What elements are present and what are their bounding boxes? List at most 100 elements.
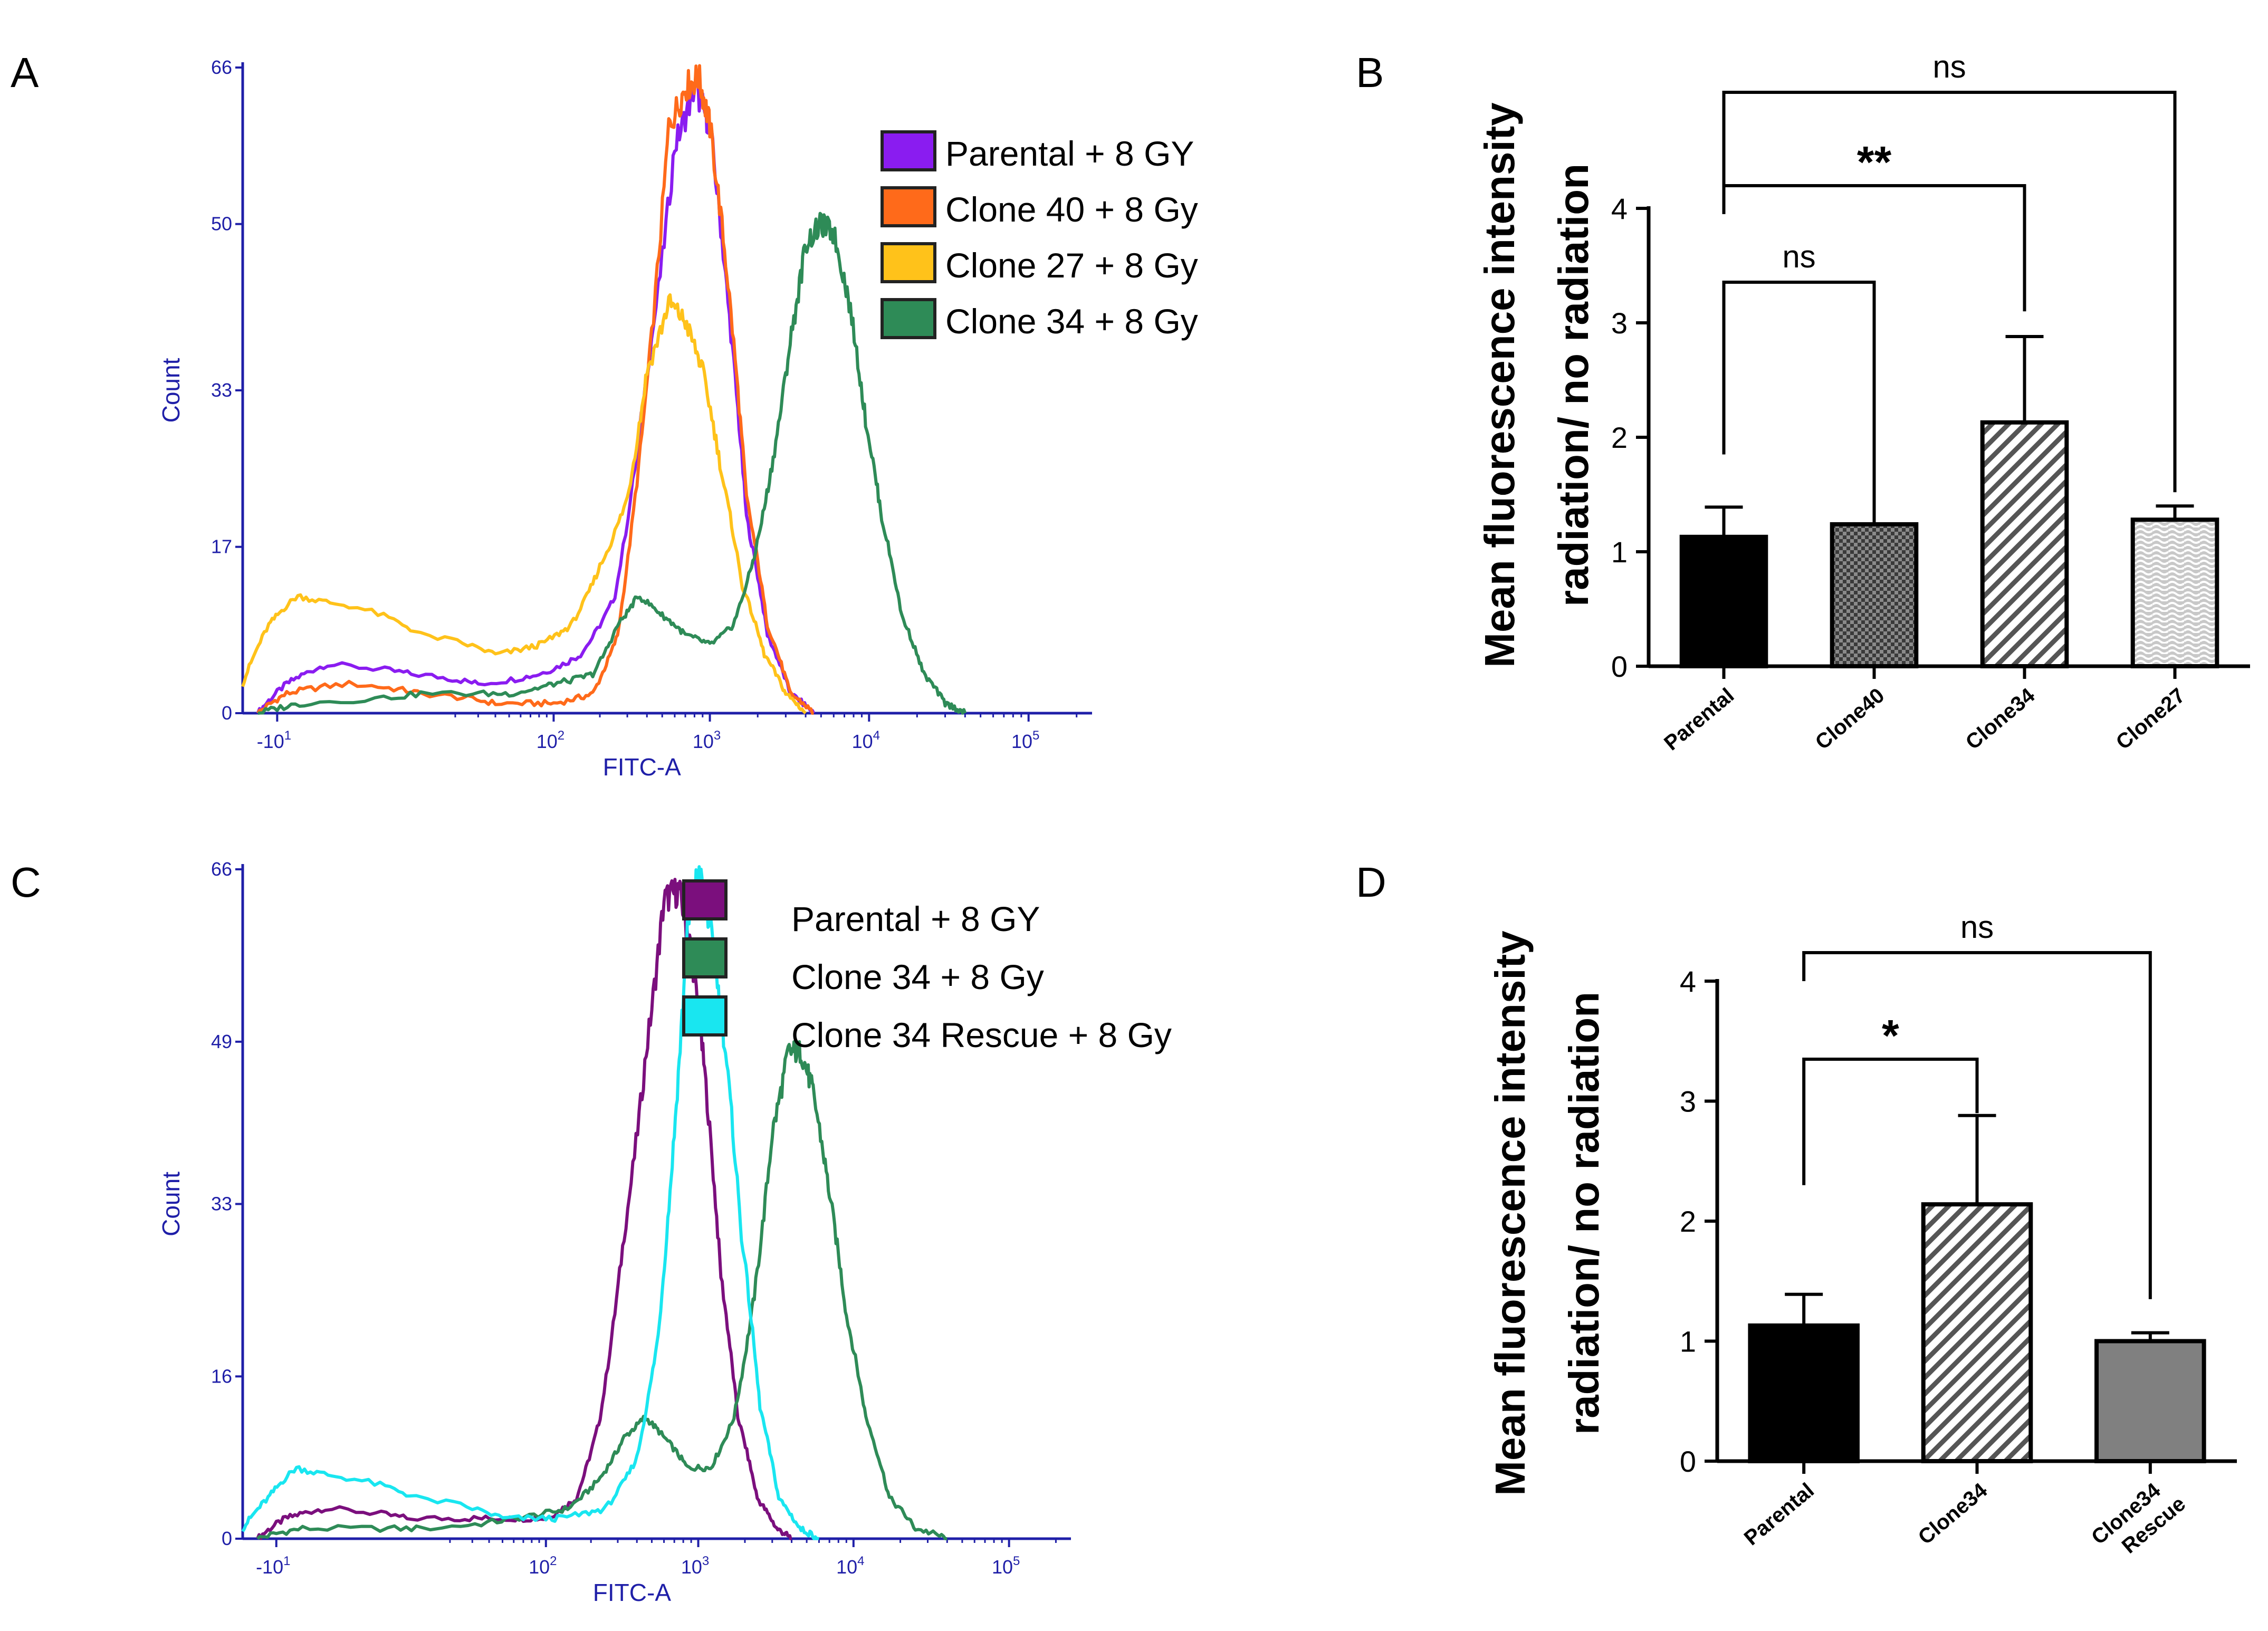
x-tick-label: -101 bbox=[256, 1554, 290, 1578]
category-label-parental: Parental bbox=[1740, 1479, 1819, 1550]
x-tick-exponent: 5 bbox=[1013, 1554, 1020, 1568]
legend-swatch-clone-34-rescue-8-gy bbox=[682, 995, 728, 1037]
significance-label-clone34-rescue: ns bbox=[1960, 909, 1994, 945]
legend-swatch-clone-34-8-gy bbox=[682, 937, 728, 978]
y-axis-title-line: radiation/ no radiation bbox=[1550, 164, 1597, 607]
category-label-clone27: Clone27 bbox=[2112, 684, 2189, 754]
x-tick-base: -10 bbox=[256, 1556, 283, 1578]
panel-letter-a: A bbox=[11, 49, 39, 96]
x-tick-label: 105 bbox=[1011, 728, 1039, 752]
x-axis-title: FITC-A bbox=[603, 753, 682, 781]
x-tick-base: 10 bbox=[1011, 731, 1032, 752]
x-tick-label: 105 bbox=[992, 1554, 1020, 1578]
y-tick-label: 1 bbox=[1611, 535, 1628, 569]
x-tick-exponent: 2 bbox=[550, 1554, 557, 1568]
series-line-clone-40-8-gy bbox=[256, 64, 814, 715]
x-tick-base: 10 bbox=[537, 731, 558, 752]
x-tick-exponent: 2 bbox=[558, 728, 564, 743]
y-axis-title: Count bbox=[157, 358, 185, 423]
x-axis-title: FITC-A bbox=[593, 1579, 672, 1606]
x-tick-label: -101 bbox=[257, 728, 291, 752]
category-label-clone34-rescue: Clone34Rescue bbox=[2087, 1472, 2190, 1569]
legend-label-clone-34-rescue-8-gy: Clone 34 Rescue + 8 Gy bbox=[791, 1015, 1172, 1054]
bar-chart-b: 0 1 2 3 4 Parental Clone40 Clone34 Clone27 ns ** ns… bbox=[1476, 49, 2250, 755]
y-axis-title: Count bbox=[157, 1172, 185, 1236]
bar-chart-d: 0 1 2 3 4 Parental Clone34 Clone34Rescue * ns Mean… bbox=[1487, 909, 2237, 1569]
legend-label-parental-8-gy: Parental + 8 GY bbox=[945, 134, 1194, 173]
y-tick-label: 3 bbox=[1680, 1085, 1696, 1118]
y-tick-label: 49 bbox=[211, 1031, 232, 1052]
y-tick-label: 33 bbox=[211, 379, 232, 401]
bar-parental bbox=[1679, 534, 1768, 668]
category-label-clone34: Clone34 bbox=[1914, 1479, 1992, 1549]
y-tick-label: 1 bbox=[1680, 1325, 1696, 1358]
x-tick-base: -10 bbox=[257, 731, 284, 752]
x-tick-label: 102 bbox=[529, 1554, 557, 1578]
panel-letter-b: B bbox=[1356, 49, 1384, 96]
significance-bracket-clone27 bbox=[1722, 91, 2177, 493]
series-line-clone-34-8-gy bbox=[256, 1040, 948, 1540]
y-axis-title: Mean fluorescence intensity radiation/ no… bbox=[1487, 930, 1607, 1496]
series-line-parental-8-gy bbox=[256, 878, 792, 1540]
panel-letter-d: D bbox=[1356, 859, 1386, 906]
series-line-parental-8-gy bbox=[256, 80, 816, 714]
y-tick-label: 16 bbox=[211, 1365, 232, 1387]
x-tick-base: 10 bbox=[992, 1556, 1013, 1578]
y-tick-label: 17 bbox=[211, 536, 232, 558]
y-tick-label: 50 bbox=[211, 213, 232, 235]
x-tick-exponent: 5 bbox=[1032, 728, 1039, 743]
y-tick-label: 66 bbox=[211, 858, 232, 880]
y-axis-title-line: radiation/ no radiation bbox=[1561, 992, 1607, 1435]
y-tick-label: 0 bbox=[1680, 1445, 1696, 1478]
category-label-clone40: Clone40 bbox=[1811, 684, 1889, 754]
significance-bracket-clone34-rescue bbox=[1802, 951, 2152, 1299]
legend-swatch-parental-8-gy bbox=[682, 879, 728, 920]
legend-label-clone-40-8-gy: Clone 40 + 8 Gy bbox=[945, 190, 1198, 229]
y-tick-label: 4 bbox=[1680, 965, 1696, 998]
x-tick-exponent: 1 bbox=[283, 1554, 290, 1568]
x-tick-exponent: 4 bbox=[857, 1554, 864, 1568]
y-tick-label: 2 bbox=[1680, 1205, 1696, 1238]
significance-bracket-clone34 bbox=[1802, 1058, 1979, 1185]
legend-label-clone-27-8-gy: Clone 27 + 8 Gy bbox=[945, 246, 1198, 285]
bar-clone34-rescue bbox=[2094, 1339, 2206, 1463]
bar-clone34 bbox=[1980, 420, 2069, 668]
y-tick-label: 0 bbox=[222, 1528, 232, 1549]
significance-label-clone27: ns bbox=[1932, 49, 1966, 84]
significance-label-clone34: * bbox=[1882, 1011, 1899, 1060]
x-tick-label: 103 bbox=[693, 728, 721, 752]
significance-label-clone34: ** bbox=[1857, 137, 1892, 187]
y-axis-title-line: Mean fluorescence intensity bbox=[1476, 102, 1523, 668]
y-tick-label: 33 bbox=[211, 1193, 232, 1215]
category-label-line: Clone34 bbox=[1914, 1479, 1992, 1549]
series-line-clone-34-8-gy bbox=[257, 212, 967, 715]
y-tick-label: 66 bbox=[211, 56, 232, 78]
x-tick-base: 10 bbox=[529, 1556, 550, 1578]
x-tick-exponent: 3 bbox=[702, 1554, 709, 1568]
legend-swatch-clone-27-8-gy bbox=[881, 242, 936, 283]
x-tick-base: 10 bbox=[852, 731, 873, 752]
legend-swatch-clone-34-8-gy bbox=[881, 298, 936, 339]
panel-letter-c: C bbox=[11, 859, 41, 906]
x-tick-label: 104 bbox=[836, 1554, 864, 1578]
y-axis-title: Mean fluorescence intensity radiation/ no… bbox=[1476, 102, 1597, 668]
y-axis-title-line: Mean fluorescence intensity bbox=[1487, 930, 1534, 1496]
series-line-clone-27-8-gy bbox=[241, 293, 807, 715]
category-label-clone34: Clone34 bbox=[1961, 684, 2040, 754]
y-tick-label: 3 bbox=[1611, 306, 1628, 340]
bar-clone34 bbox=[1921, 1202, 2033, 1463]
x-tick-base: 10 bbox=[693, 731, 714, 752]
y-tick-label: 0 bbox=[222, 702, 232, 724]
significance-label-clone40: ns bbox=[1782, 239, 1815, 274]
legend-label-parental-8-gy: Parental + 8 GY bbox=[791, 899, 1040, 938]
category-label-line: Parental bbox=[1740, 1479, 1819, 1550]
legend-swatch-clone-40-8-gy bbox=[881, 186, 936, 227]
bar-clone27 bbox=[2130, 517, 2219, 668]
series-line-clone-34-rescue-8-gy bbox=[241, 865, 820, 1540]
bar-clone40 bbox=[1830, 522, 1919, 668]
y-tick-label: 0 bbox=[1611, 650, 1628, 683]
x-tick-exponent: 4 bbox=[873, 728, 880, 743]
